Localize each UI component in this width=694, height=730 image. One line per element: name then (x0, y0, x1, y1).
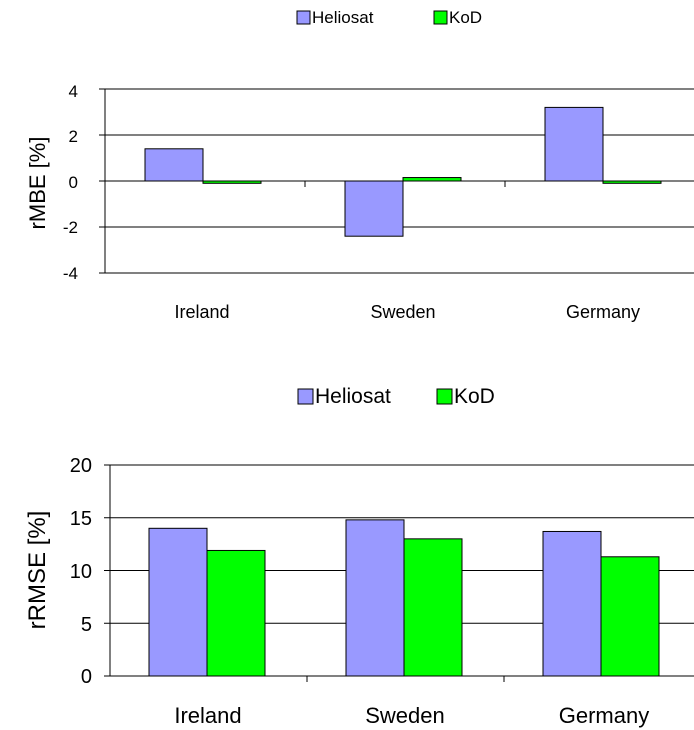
x-tick-label-sweden: Sweden (370, 302, 435, 322)
y-tick-label: 4 (69, 82, 78, 101)
y-tick-label: 0 (81, 666, 92, 688)
legend: Heliosat KoD (297, 385, 495, 408)
y-tick-label: 0 (69, 173, 78, 192)
legend-label-kod: KoD (449, 8, 482, 27)
y-tick-labels: 4 2 0 -2 -4 (63, 82, 78, 283)
y-axis-title: rMBE [%] (25, 137, 50, 230)
legend-label-heliosat: Heliosat (315, 385, 391, 408)
bar-heliosat-ireland (148, 527, 208, 677)
bar-heliosat-germany (542, 530, 602, 677)
y-tick-label: 5 (81, 614, 92, 636)
y-tick-label: -2 (63, 218, 78, 237)
y-tick-label: 20 (70, 455, 92, 477)
x-tick-labels: Ireland Sweden Germany (174, 703, 649, 728)
y-tick-label: -4 (63, 264, 78, 283)
x-tick-label-ireland: Ireland (174, 703, 241, 728)
x-tick-labels: Ireland Sweden Germany (174, 302, 640, 322)
rrmse-chart: Heliosat KoD rRMSE [%] 20 15 10 5 0 Irel… (24, 385, 694, 728)
y-axis-title: rRMSE [%] (24, 511, 51, 630)
legend: Heliosat KoD (296, 8, 482, 27)
y-tick-labels: 20 15 10 5 0 (70, 455, 92, 688)
bar-heliosat-ireland (144, 148, 204, 182)
bar-heliosat-sweden (344, 180, 404, 237)
x-tick-label-ireland: Ireland (174, 302, 229, 322)
bar-kod-germany (600, 556, 660, 677)
x-tick-label-germany: Germany (559, 703, 649, 728)
bar-heliosat-sweden (345, 519, 405, 677)
legend-label-kod: KoD (454, 385, 495, 408)
bar-kod-sweden (402, 177, 462, 182)
bar-kod-ireland (206, 549, 266, 677)
legend-swatch-heliosat (296, 10, 311, 25)
y-tick-label: 10 (70, 561, 92, 583)
legend-label-heliosat: Heliosat (312, 8, 374, 27)
bar-heliosat-germany (544, 106, 604, 182)
rmbe-chart: Heliosat KoD rMBE [%] 4 2 0 -2 -4 Irelan… (25, 8, 694, 322)
legend-swatch-heliosat (297, 388, 314, 405)
legend-swatch-kod (436, 388, 453, 405)
y-tick-label: 2 (69, 127, 78, 146)
bar-kod-sweden (403, 538, 463, 677)
x-tick-label-germany: Germany (566, 302, 640, 322)
y-tick-label: 15 (70, 508, 92, 530)
x-tick-label-sweden: Sweden (365, 703, 445, 728)
legend-swatch-kod (433, 10, 448, 25)
